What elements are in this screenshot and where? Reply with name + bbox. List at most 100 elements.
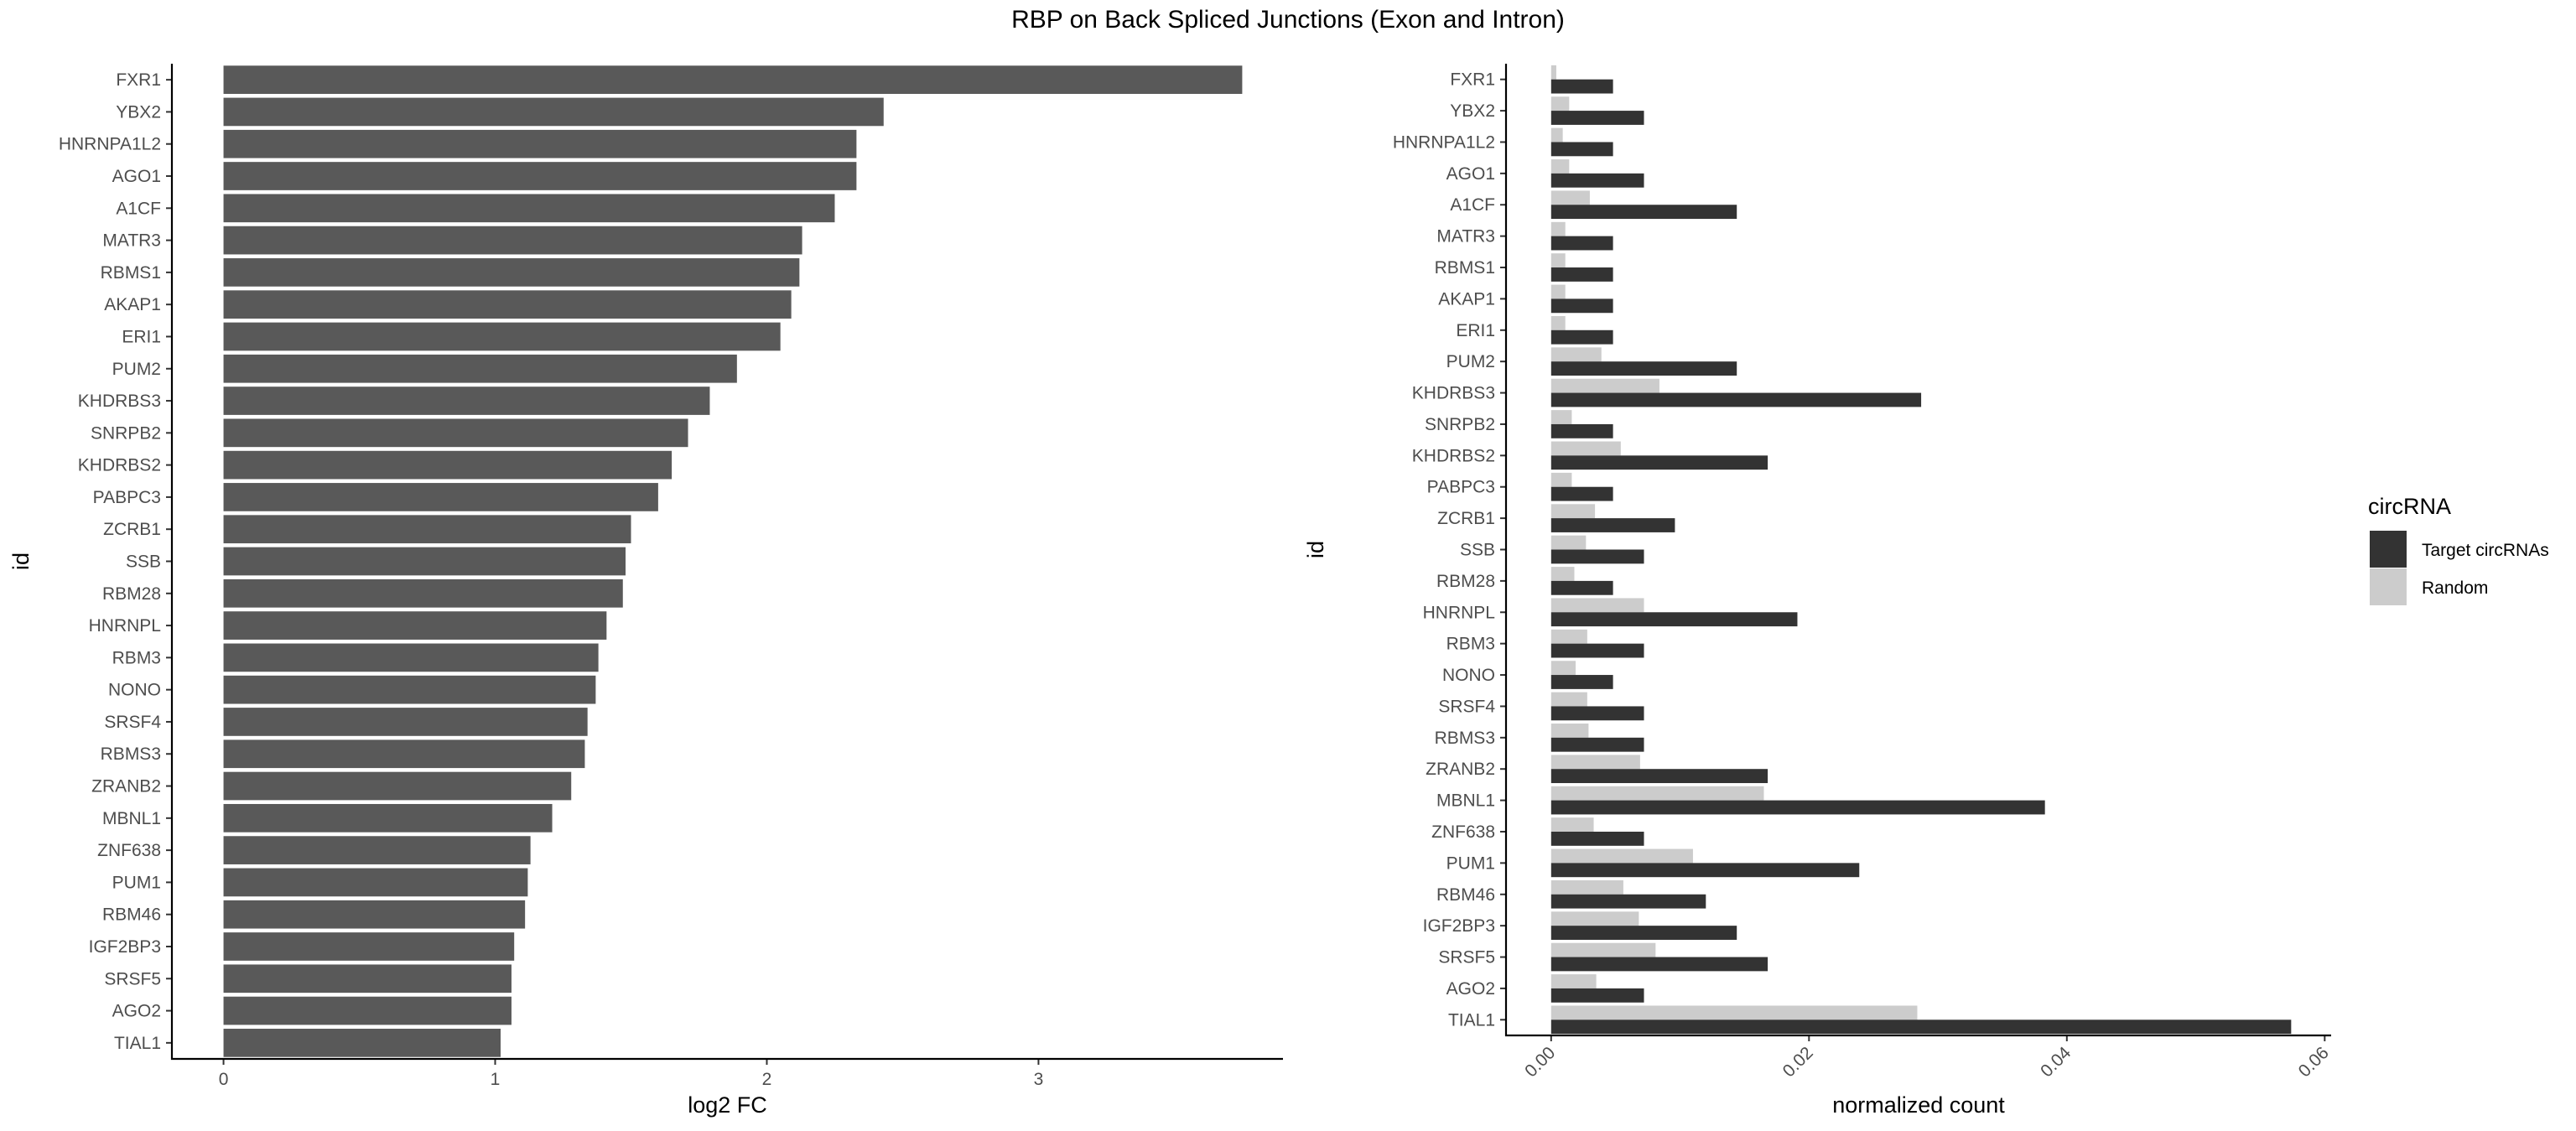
bar-target-srsf4 (1550, 706, 1644, 721)
bar-target-rbm28 (1550, 580, 1613, 595)
y-tick-label-hnrnpl: HNRNPL (1423, 603, 1495, 622)
bar-khdrbs3 (223, 387, 710, 415)
y-tick-label-eri1: ERI1 (1456, 321, 1495, 340)
bar-znf638 (223, 836, 531, 864)
y-tick-label-ago2: AGO2 (112, 1002, 161, 1021)
y-tick-label-ssb: SSB (1460, 541, 1495, 560)
bar-target-ago2 (1550, 988, 1644, 1003)
y-tick-label-fxr1: FXR1 (1450, 70, 1495, 90)
x-tick-label-3: 3 (1034, 1070, 1044, 1089)
y-tick-label-ybx2: YBX2 (116, 102, 161, 122)
y-tick-label-ybx2: YBX2 (1450, 101, 1495, 121)
y-tick-label-rbm46: RBM46 (102, 905, 161, 925)
y-tick-label-nono: NONO (1442, 666, 1495, 685)
bar-target-khdrbs3 (1550, 392, 1922, 407)
bar-random-eri1 (1550, 315, 1566, 330)
bar-igf2bp3 (223, 932, 515, 961)
bar-target-hnrnpl (1550, 612, 1798, 627)
bar-random-ago2 (1550, 974, 1597, 988)
y-tick-label-rbm46: RBM46 (1436, 885, 1495, 905)
legend-key-random (2370, 568, 2407, 605)
bar-random-akap1 (1550, 284, 1566, 299)
bar-zcrb1 (223, 515, 631, 544)
legend-key-target (2370, 531, 2407, 568)
bar-rbm46 (223, 900, 526, 929)
bar-target-khdrbs2 (1550, 455, 1768, 470)
legend: circRNA Target circRNAs Random (2368, 494, 2549, 605)
bar-target-srsf5 (1550, 957, 1768, 972)
normalized-count-x-axis-title: normalized count (1832, 1092, 2005, 1118)
bar-tial1 (223, 1029, 501, 1057)
bar-rbms3 (223, 739, 585, 769)
y-tick-label-rbm28: RBM28 (102, 584, 161, 604)
y-tick-label-a1cf: A1CF (116, 199, 161, 218)
y-tick-label-igf2bp3: IGF2BP3 (89, 937, 161, 957)
bar-ago2 (223, 996, 512, 1025)
y-tick-label-hnrnpa1l2: HNRNPA1L2 (1393, 132, 1495, 152)
y-tick-label-hnrnpl: HNRNPL (89, 616, 161, 636)
bar-random-zcrb1 (1550, 504, 1596, 519)
bar-target-eri1 (1550, 329, 1613, 345)
y-tick-label-akap1: AKAP1 (1438, 289, 1495, 309)
bar-random-pum2 (1550, 347, 1602, 362)
x-tick-label-0: 0.00 (1521, 1043, 1559, 1081)
legend-label-random: Random (2422, 578, 2488, 598)
bar-snrpb2 (223, 418, 688, 448)
normalized-count-y-axis-title: id (1303, 541, 1328, 558)
y-tick-label-tial1: TIAL1 (1448, 1010, 1495, 1030)
bar-target-igf2bp3 (1550, 926, 1737, 940)
y-tick-label-znf638: ZNF638 (1431, 822, 1495, 842)
bar-random-snrpb2 (1550, 410, 1572, 424)
log2fc-panel: FXR1 YBX2 HNRNPA1L2 AGO1 A1CF MATR3 RBMS1 AKAP1… (8, 64, 1283, 1118)
bar-fxr1 (223, 65, 1243, 94)
x-tick-label-2: 0.04 (2037, 1043, 2075, 1081)
y-tick-label-mbnl1: MBNL1 (102, 809, 161, 828)
bar-target-matr3 (1550, 236, 1613, 251)
bar-random-ago1 (1550, 159, 1570, 174)
bar-random-rbm46 (1550, 879, 1623, 895)
bar-random-khdrbs2 (1550, 441, 1621, 456)
y-tick-label-zranb2: ZRANB2 (91, 777, 161, 796)
y-tick-label-pum1: PUM1 (1446, 853, 1495, 873)
x-tick-label-0: 0 (219, 1070, 229, 1089)
bar-random-znf638 (1550, 817, 1594, 832)
bar-khdrbs2 (223, 450, 673, 480)
y-tick-label-rbms1: RBMS1 (101, 263, 161, 283)
bar-pum2 (223, 354, 737, 383)
bar-pabpc3 (223, 483, 658, 511)
bar-hnrnpa1l2 (223, 129, 857, 158)
bar-random-tial1 (1550, 1005, 1918, 1020)
y-tick-label-rbms3: RBMS3 (101, 744, 161, 764)
normalized-count-panel: FXR1 YBX2 HNRNPA1L2 AGO1 A1CF MATR3 RBMS1 AKAP1… (1303, 64, 2333, 1118)
bar-hnrnpl (223, 611, 607, 640)
bar-target-pum2 (1550, 361, 1737, 376)
y-tick-label-khdrbs3: KHDRBS3 (1412, 384, 1495, 403)
y-tick-label-pabpc3: PABPC3 (1427, 478, 1495, 497)
bar-random-igf2bp3 (1550, 911, 1639, 926)
bar-target-rbm3 (1550, 643, 1644, 658)
y-tick-label-ago1: AGO1 (1446, 164, 1495, 184)
bar-rbm3 (223, 643, 599, 672)
y-tick-label-zranb2: ZRANB2 (1426, 760, 1495, 779)
x-tick-label-1: 1 (491, 1070, 501, 1089)
bar-target-zcrb1 (1550, 518, 1675, 532)
y-tick-label-a1cf: A1CF (1450, 195, 1495, 215)
y-tick-label-rbm3: RBM3 (112, 648, 161, 667)
bar-ago1 (223, 162, 857, 190)
log2fc-y-tick-labels: FXR1 YBX2 HNRNPA1L2 AGO1 A1CF MATR3 RBMS1 AKAP1… (59, 70, 172, 1053)
x-tick-label-3: 0.06 (2295, 1043, 2333, 1081)
y-tick-label-snrpb2: SNRPB2 (91, 423, 161, 443)
log2fc-x-axis-title: log2 FC (688, 1092, 767, 1118)
y-tick-label-srsf5: SRSF5 (104, 969, 161, 988)
y-tick-label-srsf4: SRSF4 (104, 713, 161, 732)
bar-target-rbms3 (1550, 737, 1644, 752)
bar-target-mbnl1 (1550, 800, 2045, 815)
bar-akap1 (223, 290, 792, 319)
bar-target-zranb2 (1550, 769, 1768, 784)
log2fc-bars (223, 65, 1243, 1057)
bar-zranb2 (223, 771, 572, 801)
y-tick-label-rbms1: RBMS1 (1435, 258, 1495, 278)
bar-random-ssb (1550, 535, 1587, 550)
